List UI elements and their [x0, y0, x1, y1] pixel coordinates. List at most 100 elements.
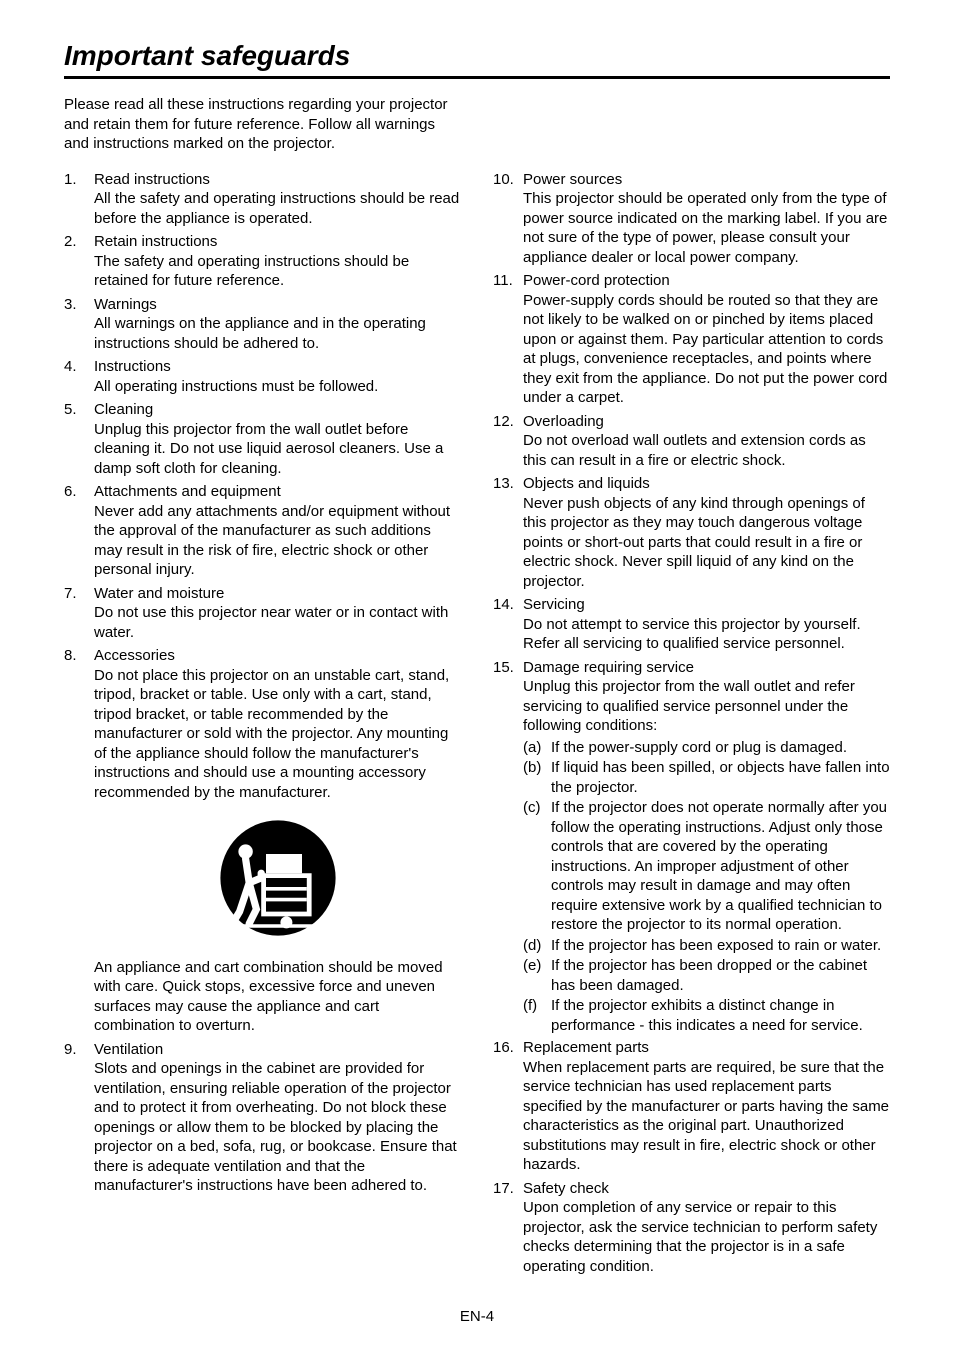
- item-number: 12.: [493, 412, 523, 473]
- list-item: 9.VentilationSlots and openings in the c…: [64, 1040, 461, 1198]
- sub-label: (d): [523, 936, 551, 956]
- list-item: 17.Safety checkUpon completion of any se…: [493, 1179, 890, 1279]
- sub-item: (f)If the projector exhibits a distinct …: [523, 996, 890, 1035]
- item-number: 6.: [64, 482, 94, 582]
- item-text: The safety and operating instructions sh…: [94, 252, 461, 291]
- list-item: 1.Read instructionsAll the safety and op…: [64, 170, 461, 231]
- item-text: Never add any attachments and/or equipme…: [94, 502, 461, 580]
- icon-wrap: [94, 818, 461, 944]
- item-number: 17.: [493, 1179, 523, 1279]
- item-title: Replacement parts: [523, 1038, 890, 1058]
- list-item: 14.ServicingDo not attempt to service th…: [493, 595, 890, 656]
- item-number: 11.: [493, 271, 523, 410]
- item-body: ServicingDo not attempt to service this …: [523, 595, 890, 656]
- list-item: 3.WarningsAll warnings on the appliance …: [64, 295, 461, 356]
- item-title: Objects and liquids: [523, 474, 890, 494]
- sub-label: (f): [523, 996, 551, 1035]
- item-body: OverloadingDo not overload wall outlets …: [523, 412, 890, 473]
- item-title: Water and moisture: [94, 584, 461, 604]
- sub-item: (c)If the projector does not operate nor…: [523, 798, 890, 935]
- item-number: 10.: [493, 170, 523, 270]
- item-number: 14.: [493, 595, 523, 656]
- item-body: Power-cord protectionPower-supply cords …: [523, 271, 890, 410]
- list-item: 2.Retain instructionsThe safety and oper…: [64, 232, 461, 293]
- item-number: 9.: [64, 1040, 94, 1198]
- item-text: All warnings on the appliance and in the…: [94, 314, 461, 353]
- sub-label: (e): [523, 956, 551, 995]
- sub-text: If the projector exhibits a distinct cha…: [551, 996, 890, 1035]
- item-title: Safety check: [523, 1179, 890, 1199]
- item-text: Unplug this projector from the wall outl…: [94, 420, 461, 479]
- item-body: CleaningUnplug this projector from the w…: [94, 400, 461, 480]
- item-body: InstructionsAll operating instructions m…: [94, 357, 461, 398]
- sub-item: (e)If the projector has been dropped or …: [523, 956, 890, 995]
- item-title: Overloading: [523, 412, 890, 432]
- item-title: Attachments and equipment: [94, 482, 461, 502]
- list-item: 15.Damage requiring serviceUnplug this p…: [493, 658, 890, 1037]
- item-number: 5.: [64, 400, 94, 480]
- item-text: Do not place this projector on an unstab…: [94, 666, 461, 803]
- sub-text: If the power-supply cord or plug is dama…: [551, 738, 847, 758]
- item-title: Power sources: [523, 170, 890, 190]
- item-text: Do not attempt to service this projector…: [523, 615, 890, 654]
- item-number: 16.: [493, 1038, 523, 1177]
- item-number: 15.: [493, 658, 523, 1037]
- item-text: When replacement parts are required, be …: [523, 1058, 890, 1175]
- item-title: Servicing: [523, 595, 890, 615]
- item-body: Retain instructionsThe safety and operat…: [94, 232, 461, 293]
- item-text: All the safety and operating instruction…: [94, 189, 461, 228]
- item-text: Unplug this projector from the wall outl…: [523, 677, 890, 736]
- item-body: Replacement partsWhen replacement parts …: [523, 1038, 890, 1177]
- sub-text: If the projector does not operate normal…: [551, 798, 890, 935]
- item-text: Do not overload wall outlets and extensi…: [523, 431, 890, 470]
- page-title: Important safeguards: [64, 40, 890, 79]
- list-item: 13.Objects and liquidsNever push objects…: [493, 474, 890, 593]
- sub-text: If the projector has been exposed to rai…: [551, 936, 881, 956]
- item-number: 13.: [493, 474, 523, 593]
- item-number: 2.: [64, 232, 94, 293]
- item-title: Warnings: [94, 295, 461, 315]
- list-item: 4.InstructionsAll operating instructions…: [64, 357, 461, 398]
- item-body: Power sourcesThis projector should be op…: [523, 170, 890, 270]
- item-title: Read instructions: [94, 170, 461, 190]
- item-body: Objects and liquidsNever push objects of…: [523, 474, 890, 593]
- item-title: Damage requiring service: [523, 658, 890, 678]
- item-title: Ventilation: [94, 1040, 461, 1060]
- item-text-after-icon: An appliance and cart combination should…: [94, 958, 461, 1036]
- item-body: VentilationSlots and openings in the cab…: [94, 1040, 461, 1198]
- item-body: WarningsAll warnings on the appliance an…: [94, 295, 461, 356]
- list-item: 16.Replacement partsWhen replacement par…: [493, 1038, 890, 1177]
- sub-label: (b): [523, 758, 551, 797]
- item-title: Power-cord protection: [523, 271, 890, 291]
- list-item: 6.Attachments and equipmentNever add any…: [64, 482, 461, 582]
- item-body: Safety checkUpon completion of any servi…: [523, 1179, 890, 1279]
- item-text: Slots and openings in the cabinet are pr…: [94, 1059, 461, 1196]
- item-body: Read instructionsAll the safety and oper…: [94, 170, 461, 231]
- list-item: 10.Power sourcesThis projector should be…: [493, 170, 890, 270]
- item-number: 1.: [64, 170, 94, 231]
- list-item: 8.AccessoriesDo not place this projector…: [64, 646, 461, 1038]
- item-title: Instructions: [94, 357, 461, 377]
- item-body: AccessoriesDo not place this projector o…: [94, 646, 461, 1038]
- list-item: 5.CleaningUnplug this projector from the…: [64, 400, 461, 480]
- item-text: Never push objects of any kind through o…: [523, 494, 890, 592]
- sub-label: (c): [523, 798, 551, 935]
- item-body: Water and moistureDo not use this projec…: [94, 584, 461, 645]
- list-item: 12.OverloadingDo not overload wall outle…: [493, 412, 890, 473]
- item-number: 4.: [64, 357, 94, 398]
- page-number: EN-4: [64, 1308, 890, 1325]
- item-body: Damage requiring serviceUnplug this proj…: [523, 658, 890, 1037]
- item-text: Power-supply cords should be routed so t…: [523, 291, 890, 408]
- sub-item: (d)If the projector has been exposed to …: [523, 936, 890, 956]
- list-item: 7.Water and moistureDo not use this proj…: [64, 584, 461, 645]
- item-text: All operating instructions must be follo…: [94, 377, 461, 397]
- item-title: Cleaning: [94, 400, 461, 420]
- item-body: Attachments and equipmentNever add any a…: [94, 482, 461, 582]
- sub-text: If the projector has been dropped or the…: [551, 956, 890, 995]
- cart-tip-icon: [218, 818, 338, 938]
- item-text: Upon completion of any service or repair…: [523, 1198, 890, 1276]
- item-title: Retain instructions: [94, 232, 461, 252]
- item-number: 3.: [64, 295, 94, 356]
- sub-label: (a): [523, 738, 551, 758]
- item-text: This projector should be operated only f…: [523, 189, 890, 267]
